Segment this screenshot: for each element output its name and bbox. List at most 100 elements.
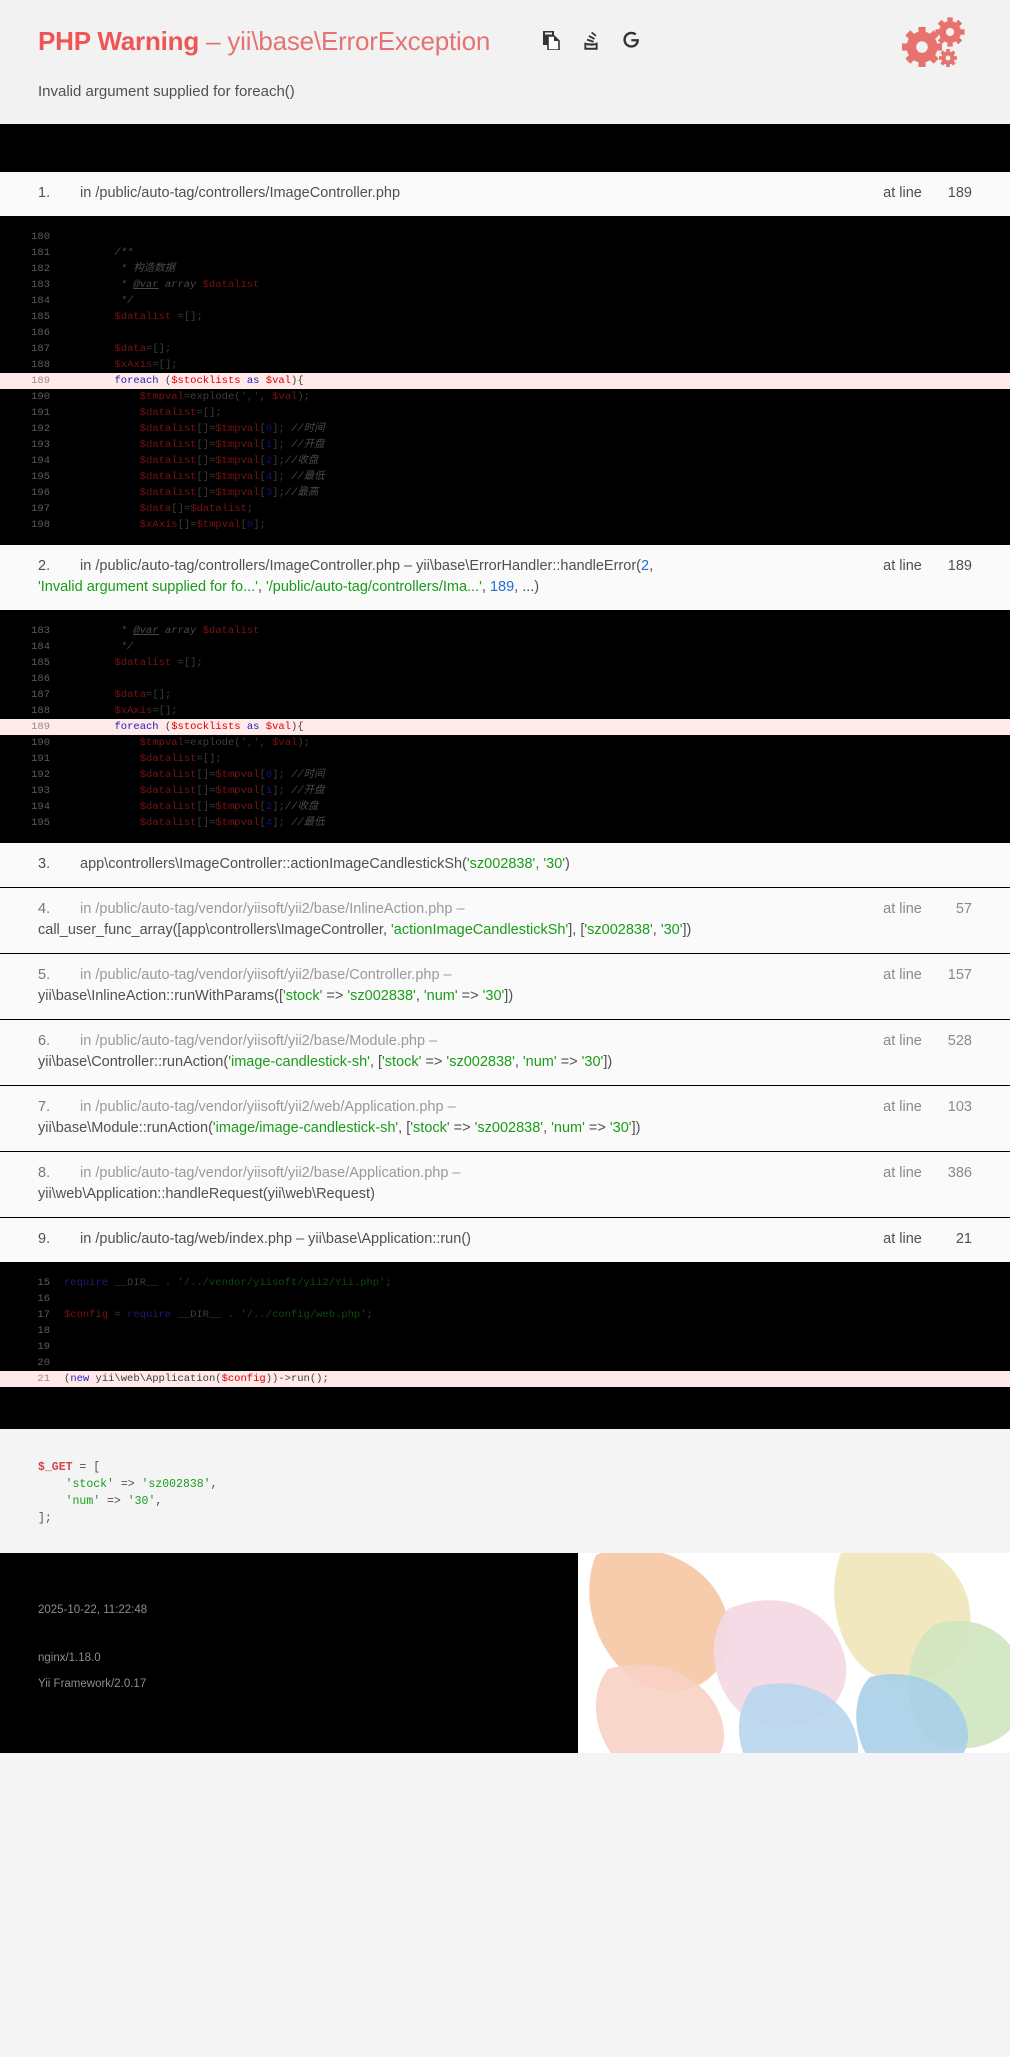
frame-file[interactable]: in /public/auto-tag/vendor/yiisoft/yii2/… (80, 1033, 426, 1050)
server-software: nginx/1.18.0 (38, 1652, 101, 1665)
code-line-source: foreach ($stocklists as $val){ (114, 375, 304, 388)
stack-frame-header[interactable]: 5. in /public/auto-tag/vendor/yiisoft/yi… (0, 954, 1010, 1021)
yii-gears-logo (902, 17, 965, 67)
stack-frame-header[interactable]: 7. in /public/auto-tag/vendor/yiisoft/yi… (0, 1086, 1010, 1153)
frame-at-line: at line 528 (883, 1031, 972, 1052)
code-line-number: 181 (31, 247, 50, 260)
stack-frame-header[interactable]: 3. app\controllers\ImageController::acti… (0, 843, 1010, 889)
header-actions (540, 28, 642, 52)
frame-file[interactable]: in /public/auto-tag/vendor/yiisoft/yii2/… (80, 1099, 444, 1116)
stack-frame-6: 6. in /public/auto-tag/vendor/yiisoft/yi… (0, 1020, 1010, 1087)
code-line-number: 21 (37, 1373, 50, 1386)
code-line-number: 184 (31, 641, 50, 654)
frame-index: 1. (38, 185, 51, 202)
at-line-label: at line (883, 1099, 922, 1116)
frame-index: 7. (38, 1099, 51, 1116)
code-line-source: $tmpval=explode(',', $val); (139, 737, 310, 750)
code-line-number: 185 (31, 311, 50, 324)
frame-arg-2: 'Invalid argument supplied for fo...' (38, 579, 258, 596)
code-line: 20 (0, 1355, 1010, 1371)
get-entry-value: 'sz002838' (141, 1478, 211, 1492)
code-line-number: 17 (37, 1309, 50, 1322)
get-entry: 'num' => '30', (38, 1495, 163, 1508)
code-line-source: */ (64, 295, 134, 308)
code-line-number: 184 (31, 295, 50, 308)
frame-file[interactable]: in /public/auto-tag/controllers/ImageCon… (80, 185, 401, 202)
code-line: 15 require __DIR__ . '/../vendor/yiisoft/… (0, 1275, 1010, 1291)
stack-frame-header[interactable]: 6. in /public/auto-tag/vendor/yiisoft/yi… (0, 1020, 1010, 1087)
divider-band-bottom (0, 1399, 1010, 1430)
stack-frame-header[interactable]: 8. in /public/auto-tag/vendor/yiisoft/yi… (0, 1152, 1010, 1219)
stack-frame-header[interactable]: 1. in /public/auto-tag/controllers/Image… (0, 172, 1010, 218)
code-line-number: 188 (31, 705, 50, 718)
code-line-number: 16 (37, 1293, 50, 1306)
frame-call: yii\base\Module::runAction('image/image-… (38, 1120, 641, 1137)
frame-arg-tail: , ...) (514, 579, 540, 596)
code-line-source: * 构造数据 (64, 263, 176, 276)
stackoverflow-icon[interactable] (580, 28, 602, 52)
code-line-number: 19 (37, 1341, 50, 1354)
page-title: PHP Warning – yii\base\ErrorException (38, 26, 972, 57)
code-line: 195 $datalist[]=$tmpval[4]; //最低 (0, 815, 1010, 831)
frame-arg-1: 2 (640, 558, 650, 575)
code-line-source (64, 671, 70, 687)
frame-index: 4. (38, 901, 51, 918)
frame-file[interactable]: in /public/auto-tag/controllers/ImageCon… (80, 558, 401, 575)
code-line: 180 (0, 229, 1010, 245)
at-line-label: at line (883, 1033, 922, 1050)
code-line: 185 $datalist =[]; (0, 309, 1010, 325)
frame-at-line: at line 21 (883, 1229, 972, 1250)
frame-call: yii\base\InlineAction::runWithParams(['s… (38, 988, 514, 1005)
code-line-number: 186 (31, 327, 50, 340)
frame-index: 8. (38, 1165, 51, 1182)
stack-frame-header[interactable]: 4. in /public/auto-tag/vendor/yiisoft/yi… (0, 888, 1010, 955)
code-line: 186 (0, 671, 1010, 687)
code-line: 188 $xAxis=[]; (0, 703, 1010, 719)
code-line-number: 187 (31, 343, 50, 356)
stack-frame-4: 4. in /public/auto-tag/vendor/yiisoft/yi… (0, 888, 1010, 955)
google-icon[interactable] (620, 28, 642, 52)
code-line: 197 $data[]=$datalist; (0, 501, 1010, 517)
page-title-dash: – (206, 26, 221, 56)
stack-frame-header[interactable]: 9. in /public/auto-tag/web/index.php – y… (0, 1218, 1010, 1264)
frame-file[interactable]: in /public/auto-tag/vendor/yiisoft/yii2/… (80, 901, 453, 918)
code-line-source: $datalist =[]; (114, 657, 203, 670)
frame-separator: – (443, 1099, 456, 1116)
code-line: 186 (0, 325, 1010, 341)
frame-file[interactable]: in /public/auto-tag/vendor/yiisoft/yii2/… (80, 967, 440, 984)
code-line: 195 $datalist[]=$tmpval[4]; //最低 (0, 469, 1010, 485)
frame-call: yii\web\Application::handleRequest(yii\w… (38, 1186, 375, 1203)
code-line: 184 */ (0, 639, 1010, 655)
code-line-number: 196 (31, 487, 50, 500)
stack-frame-2: 2. in /public/auto-tag/controllers/Image… (0, 545, 1010, 844)
code-line: 193 $datalist[]=$tmpval[1]; //开盘 (0, 783, 1010, 799)
source-code-block: 180 181 /** 182 * 构造数据 183 * @var array $d… (0, 217, 1010, 546)
frame-at-line: at line 189 (883, 556, 972, 577)
code-line: 191 $datalist=[]; (0, 405, 1010, 421)
get-close: ]; (38, 1512, 52, 1526)
code-line-source: require __DIR__ . '/../vendor/yiisoft/yi… (64, 1277, 392, 1290)
code-line: 181 /** (0, 245, 1010, 261)
at-line-label: at line (883, 901, 922, 918)
frame-at-line: at line 386 (883, 1163, 972, 1184)
stack-frame-5: 5. in /public/auto-tag/vendor/yiisoft/yi… (0, 954, 1010, 1021)
stack-frame-header[interactable]: 2. in /public/auto-tag/controllers/Image… (0, 545, 1010, 612)
code-line: 192 $datalist[]=$tmpval[0]; //时间 (0, 421, 1010, 437)
frame-arg-comma2: , (481, 579, 490, 596)
frame-line-number: 57 (955, 901, 972, 918)
code-line-number: 189 (31, 721, 50, 734)
frame-file[interactable]: in /public/auto-tag/vendor/yiisoft/yii2/… (80, 1165, 449, 1182)
copy-icon[interactable] (540, 28, 562, 52)
code-line: 189 foreach ($stocklists as $val){ (0, 373, 1010, 390)
code-line: 185 $datalist =[]; (0, 655, 1010, 671)
frame-arg-3: '/public/auto-tag/controllers/Ima...' (266, 579, 482, 596)
request-section: $_GET = [ 'stock' => 'sz002838', 'num' =… (0, 1429, 1010, 1554)
at-line-label: at line (883, 558, 922, 575)
stack-frame-7: 7. in /public/auto-tag/vendor/yiisoft/yi… (0, 1086, 1010, 1153)
frame-file[interactable]: in /public/auto-tag/web/index.php (80, 1231, 293, 1248)
code-line-source (64, 1323, 70, 1339)
code-line: 187 $data=[]; (0, 687, 1010, 703)
code-line-source (64, 1339, 70, 1355)
frame-call-tail: ) (565, 856, 570, 873)
code-line-number: 180 (31, 231, 50, 244)
